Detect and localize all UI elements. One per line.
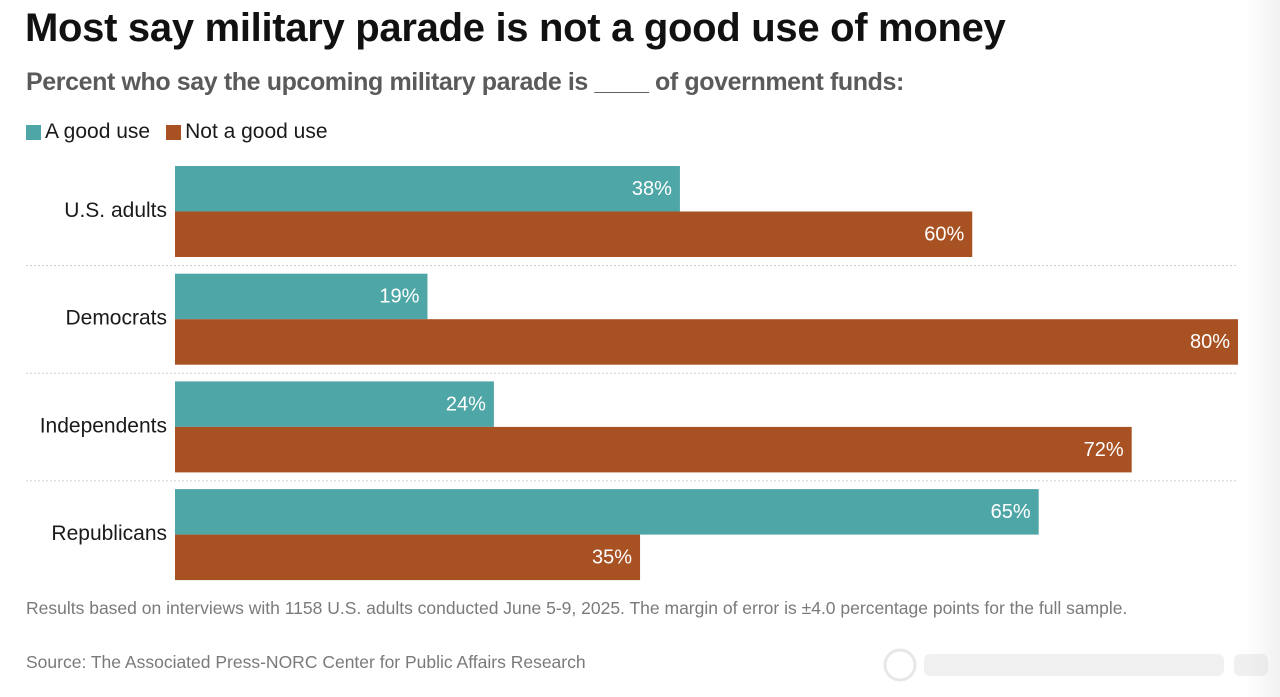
legend-label-good-use: A good use — [45, 120, 151, 143]
data-label-republicans-not-a-good-use: 35% — [592, 547, 632, 569]
legend: A good use Not a good use — [26, 120, 344, 144]
legend-swatch-good-use — [26, 124, 41, 140]
data-label-independents-not-a-good-use: 72% — [1084, 439, 1124, 461]
bar-republicans-a-good-use — [175, 489, 1039, 535]
legend-label-not-good-use: Not a good use — [185, 120, 328, 143]
data-label-u-s-adults-not-a-good-use: 60% — [924, 224, 964, 246]
data-label-democrats-not-a-good-use: 80% — [1190, 331, 1230, 353]
bar-independents-a-good-use — [175, 381, 494, 427]
bar-democrats-a-good-use — [175, 273, 428, 320]
category-label-republicans: Republicans — [51, 522, 167, 545]
source-note: Source: The Associated Press-NORC Center… — [26, 652, 586, 672]
category-label-independents: Independents — [40, 414, 167, 437]
bar-republicans-not-a-good-use — [175, 534, 641, 581]
chart-title: Most say military parade is not a good u… — [25, 6, 1006, 50]
data-label-democrats-a-good-use: 19% — [379, 286, 419, 308]
bar-u-s-adults-not-a-good-use — [175, 211, 973, 257]
bar-u-s-adults-a-good-use — [175, 166, 680, 212]
legend-item-not-good-use: Not a good use — [166, 120, 328, 144]
bar-democrats-not-a-good-use — [175, 319, 1238, 365]
watermark-logo — [883, 648, 1268, 682]
data-label-u-s-adults-a-good-use: 38% — [632, 178, 672, 200]
bar-independents-not-a-good-use — [175, 426, 1132, 473]
chart-subtitle: Percent who say the upcoming military pa… — [26, 68, 904, 96]
legend-item-good-use: A good use — [26, 120, 150, 144]
bar-chart: U.S. adults 38% 60% Democrats 19% 80% Independ… — [26, 166, 1238, 581]
category-label-democrats: Democrats — [65, 307, 167, 330]
data-label-republicans-a-good-use: 65% — [991, 501, 1031, 523]
legend-swatch-not-good-use — [166, 124, 182, 140]
methodology-note: Results based on interviews with 1158 U.… — [26, 598, 1128, 618]
data-label-independents-a-good-use: 24% — [446, 393, 486, 415]
category-label-u-s-adults: U.S. adults — [64, 199, 167, 222]
